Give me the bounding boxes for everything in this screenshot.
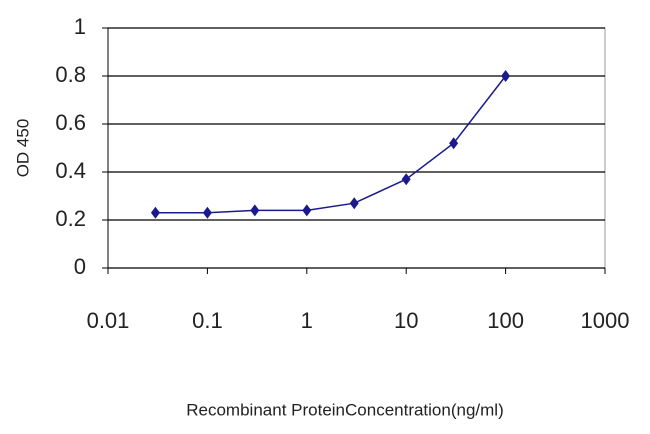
- x-tick-label: 1000: [581, 308, 630, 333]
- data-point: [449, 137, 459, 150]
- data-point: [349, 197, 359, 210]
- y-tick-label: 0.8: [55, 62, 86, 87]
- x-tick-label: 1: [301, 308, 313, 333]
- data-point: [150, 206, 160, 219]
- data-point: [302, 204, 312, 217]
- data-point: [401, 173, 411, 186]
- x-tick-label: 100: [487, 308, 524, 333]
- x-tick-label: 0.1: [192, 308, 223, 333]
- y-axis-label: OD 450: [13, 119, 32, 178]
- y-tick-label: 0.4: [55, 158, 86, 183]
- data-line: [155, 75, 507, 214]
- data-point: [501, 70, 511, 82]
- y-tick-label: 0: [74, 254, 86, 279]
- plot-area: [107, 27, 606, 269]
- y-tick-label: 0.2: [55, 206, 86, 231]
- x-axis-label: Recombinant ProteinConcentration(ng/ml): [186, 400, 504, 419]
- data-point: [202, 206, 212, 219]
- data-point: [250, 204, 260, 217]
- y-tick-label: 0.6: [55, 110, 86, 135]
- y-tick-label: 1: [74, 14, 86, 39]
- x-tick-label: 10: [394, 308, 418, 333]
- x-tick-label: 0.01: [87, 308, 130, 333]
